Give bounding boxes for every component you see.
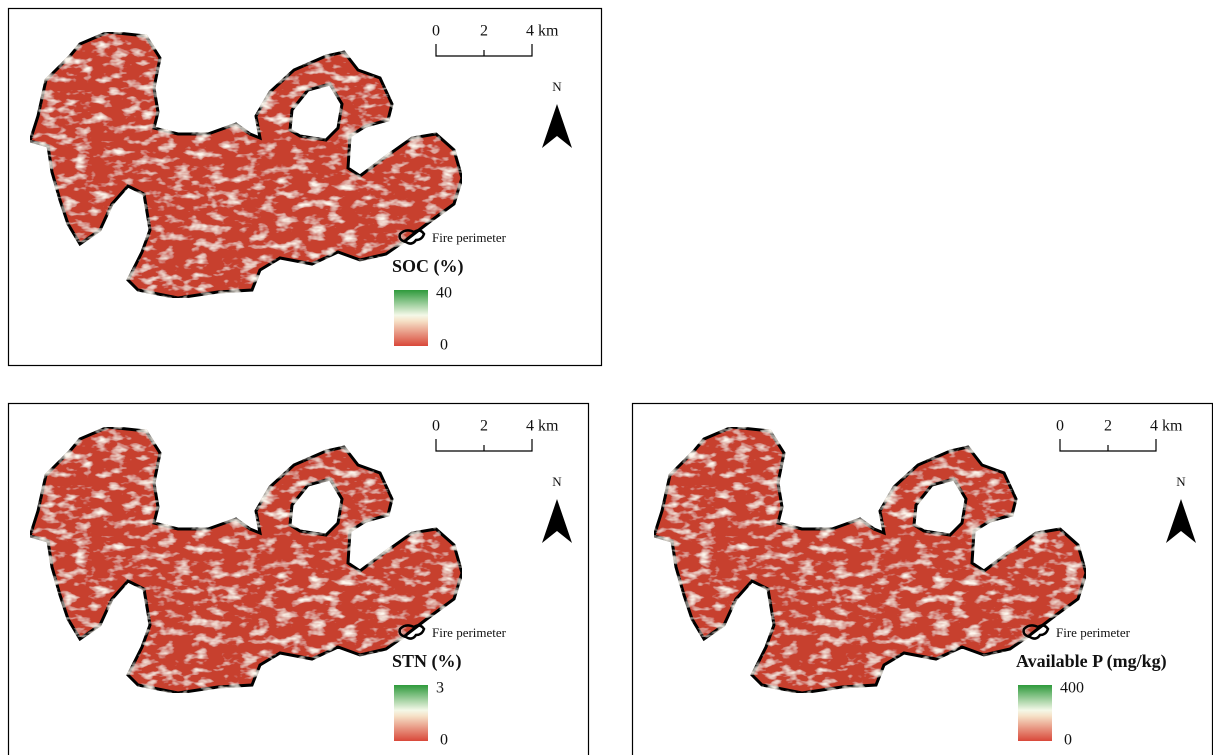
- scale-label: 4 km: [526, 23, 559, 40]
- legend-title: Available P (mg/kg): [1016, 651, 1167, 672]
- perimeter-label: Fire perimeter: [432, 625, 507, 640]
- ramp-min: 0: [1064, 732, 1072, 749]
- scale-label: 2: [1104, 418, 1112, 435]
- scale-label: 2: [480, 23, 488, 40]
- north-label: N: [1176, 474, 1186, 489]
- scale-label: 2: [480, 418, 488, 435]
- perimeter-label: Fire perimeter: [1056, 625, 1131, 640]
- ramp-max: 40: [436, 285, 452, 302]
- scale-label: 4 km: [526, 418, 559, 435]
- scale-label: 4 km: [1150, 418, 1183, 435]
- ramp-max: 400: [1060, 680, 1084, 697]
- color-ramp: [394, 685, 428, 741]
- legend-title: STN (%): [392, 651, 462, 672]
- legend-title: SOC (%): [392, 256, 464, 277]
- ramp-max: 3: [436, 680, 444, 697]
- north-label: N: [552, 474, 562, 489]
- map-panel: 0 2 4 km N Fire perimeter SOC (%) 40 0: [9, 9, 602, 366]
- north-label: N: [552, 79, 562, 94]
- ramp-min: 0: [440, 732, 448, 749]
- scale-label: 0: [432, 23, 440, 40]
- ramp-min: 0: [440, 337, 448, 354]
- map-panel: 0 2 4 km N Fire perimeter Available P (mg/kg)…: [633, 404, 1213, 755]
- color-ramp: [1018, 685, 1052, 741]
- figure: 024 kmNFire perimeterSOC (%)400024 kmNFi…: [0, 0, 1213, 755]
- scale-label: 0: [432, 418, 440, 435]
- color-ramp: [394, 290, 428, 346]
- map-panel: 0 2 4 km N Fire perimeter STN (%) 3 0: [9, 404, 589, 755]
- scale-label: 0: [1056, 418, 1064, 435]
- perimeter-label: Fire perimeter: [432, 230, 507, 245]
